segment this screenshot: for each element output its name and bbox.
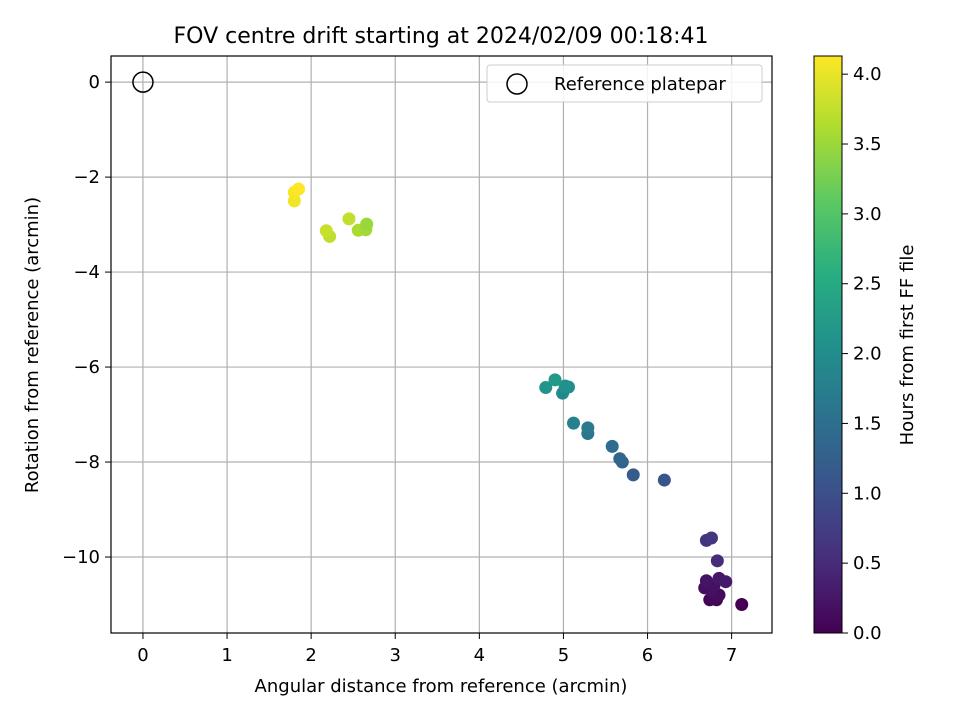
x-tick-label: 7	[726, 645, 737, 666]
chart-title: FOV centre drift starting at 2024/02/09 …	[174, 24, 709, 49]
legend-box	[486, 64, 763, 103]
legend-reference-label: Reference platepar	[554, 74, 726, 95]
legend-reference-marker	[506, 73, 528, 95]
legend: Reference platepar	[486, 64, 763, 103]
data-point	[319, 224, 333, 238]
data-point	[735, 598, 749, 612]
x-tick-label: 2	[305, 645, 316, 666]
colorbar-gradient	[813, 55, 843, 634]
data-point	[605, 439, 619, 453]
data-point	[539, 380, 553, 394]
colorbar: 0.0 0.5 1.0 1.5 2.0 2.5 3.0 3.5 4.0 Hours from f…	[813, 55, 918, 644]
y-tick-label: −6	[73, 357, 100, 378]
data-points	[287, 182, 749, 612]
data-point	[360, 217, 374, 231]
data-point	[613, 452, 627, 466]
data-point	[704, 531, 718, 545]
data-point	[581, 421, 595, 435]
data-point	[699, 574, 713, 588]
x-tick-label: 5	[558, 645, 569, 666]
colorbar-tick-label: 4.0	[853, 64, 882, 85]
x-tick-label: 1	[221, 645, 232, 666]
reference-marker	[132, 71, 154, 93]
colorbar-ticks: 0.0 0.5 1.0 1.5 2.0 2.5 3.0 3.5 4.0	[842, 64, 882, 644]
colorbar-tick-label: 0.5	[853, 553, 882, 574]
y-axis-label: Rotation from reference (arcmin)	[22, 197, 43, 493]
data-point	[342, 212, 356, 226]
y-tick-label: 0	[89, 72, 100, 93]
data-point	[626, 468, 640, 482]
x-tick-label: 4	[474, 645, 485, 666]
data-point	[710, 554, 724, 568]
grid	[111, 56, 772, 633]
x-tick-label: 3	[390, 645, 401, 666]
data-point	[657, 473, 671, 487]
x-tick-label: 6	[642, 645, 653, 666]
x-axis-ticks: 0 1 2 3 4 5 6 7	[137, 633, 737, 666]
reference-point	[132, 71, 154, 93]
colorbar-tick-label: 0.0	[853, 623, 882, 644]
plot-frame	[110, 55, 773, 634]
colorbar-tick-label: 1.5	[853, 413, 882, 434]
data-point	[292, 182, 306, 196]
data-point	[548, 373, 562, 387]
y-tick-label: −8	[73, 452, 100, 473]
y-tick-label: −10	[62, 547, 100, 568]
data-point	[719, 575, 733, 589]
data-point	[567, 416, 581, 430]
colorbar-tick-label: 3.5	[853, 134, 882, 155]
data-point	[558, 379, 572, 393]
colorbar-tick-label: 3.0	[853, 204, 882, 225]
colorbar-tick-label: 2.0	[853, 344, 882, 365]
colorbar-tick-label: 1.0	[853, 483, 882, 504]
y-tick-label: −4	[73, 262, 100, 283]
colorbar-label: Hours from first FF file	[897, 245, 918, 446]
colorbar-tick-label: 2.5	[853, 274, 882, 295]
x-tick-label: 0	[137, 645, 148, 666]
x-axis-label: Angular distance from reference (arcmin)	[255, 676, 628, 697]
y-tick-label: −2	[73, 167, 100, 188]
y-axis-ticks: 0 −2 −4 −6 −8 −10	[62, 72, 111, 568]
